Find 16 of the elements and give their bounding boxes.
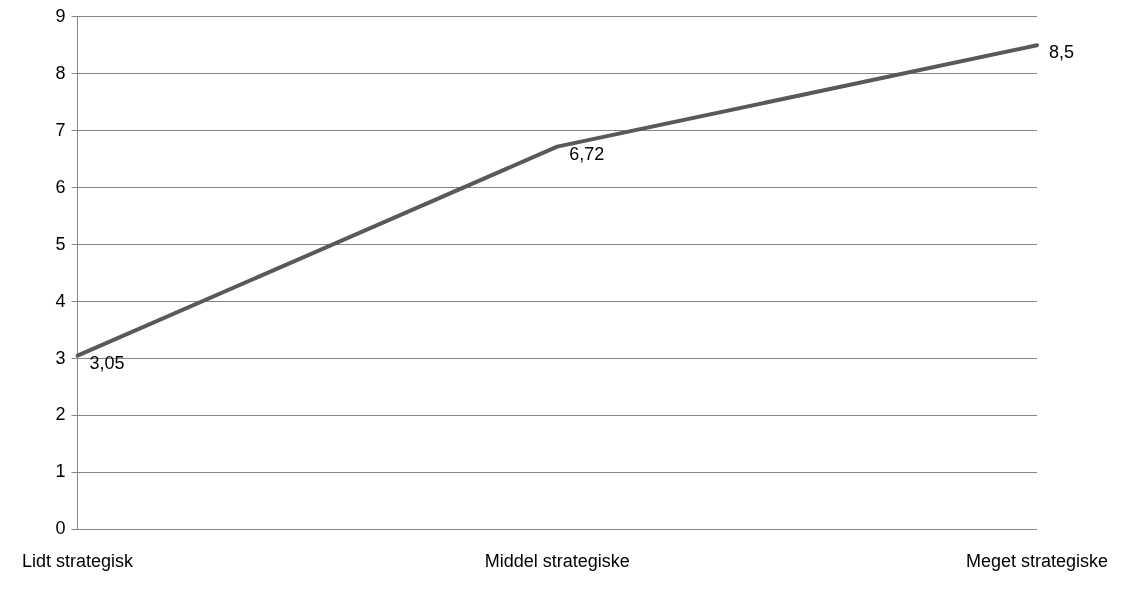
y-tick-label: 8: [55, 62, 66, 83]
data-label: 6,72: [569, 143, 605, 164]
y-tick-label: 5: [55, 233, 66, 254]
x-tick-label: Meget strategiske: [965, 551, 1109, 572]
y-tick-label: 6: [55, 176, 66, 197]
y-tick-label: 0: [55, 518, 66, 539]
y-tick-label: 4: [55, 290, 66, 311]
y-tick-label: 1: [55, 461, 66, 482]
x-tick-label: Middel strategiske: [484, 551, 630, 572]
x-tick-label: Lidt strategisk: [21, 551, 135, 572]
y-tick-label: 2: [55, 404, 66, 425]
y-tick-label: 9: [55, 5, 66, 26]
y-tick-label: 3: [55, 347, 66, 368]
data-label: 8,5: [1048, 42, 1074, 63]
data-label: 3,05: [89, 352, 125, 373]
y-tick-label: 7: [55, 119, 66, 140]
